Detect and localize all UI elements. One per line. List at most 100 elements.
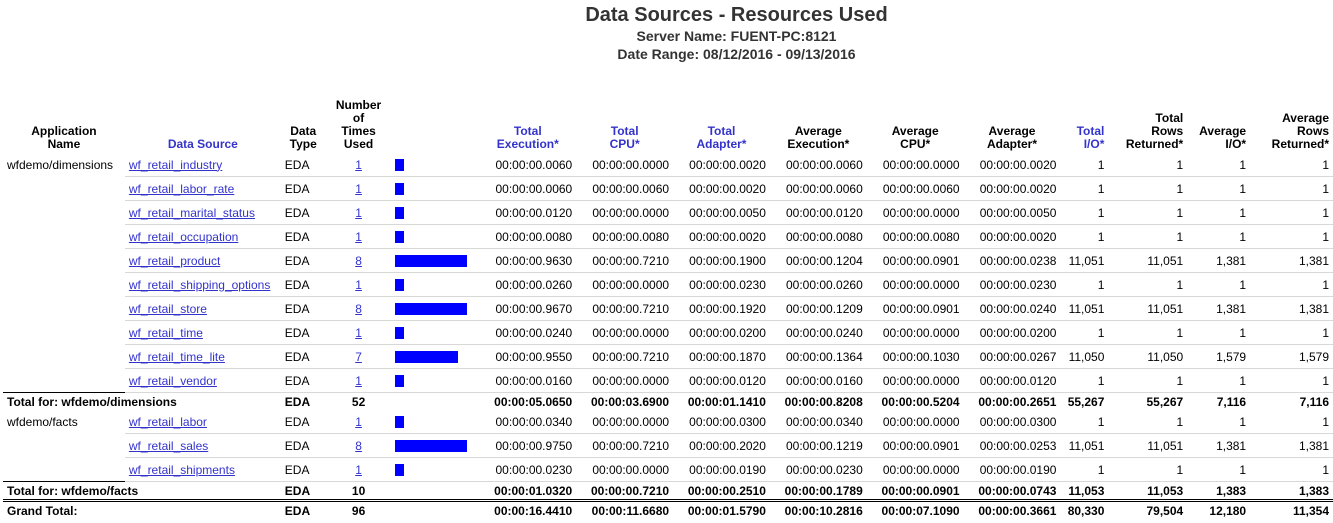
average-execution-grand-total: 00:00:10.2816 [769,499,867,519]
average-cpu: 00:00:00.0060 [866,176,964,201]
times-used-cell: 8 [325,296,392,321]
times-used-link[interactable]: 1 [355,414,362,429]
total-io: 1 [1060,176,1109,201]
times-used-link[interactable]: 1 [355,181,362,196]
application-name [3,321,125,345]
usage-bar [395,231,405,244]
col-total-cpu[interactable]: Total CPU* [609,124,640,151]
data-type: EDA [280,272,326,297]
data-source-link[interactable]: wf_retail_industry [128,157,223,172]
times-used-link[interactable]: 8 [355,438,362,453]
col-average-cpu: Average CPU* [891,124,939,151]
data-source-cell: wf_retail_shipping_options [124,272,281,297]
average-cpu: 00:00:00.0000 [866,320,964,345]
average-rows-returned: 1 [1250,320,1333,345]
total-rows-returned: 1 [1108,200,1188,225]
usage-bar-cell [391,224,480,249]
total-io-grand-total: 80,330 [1060,499,1109,519]
times-used-total: 52 [325,392,392,410]
average-execution: 00:00:00.1204 [769,248,867,273]
data-source-cell: wf_retail_occupation [124,224,281,249]
data-source-cell: wf_retail_labor_rate [124,176,281,201]
average-adapter: 00:00:00.0230 [963,272,1061,297]
application-name [3,273,125,297]
average-execution: 00:00:00.1364 [769,344,867,369]
average-rows-returned-total: 1,383 [1250,481,1333,501]
usage-bar [395,351,459,364]
average-execution: 00:00:00.1219 [769,433,867,458]
data-type: EDA [280,200,326,225]
data-source-link[interactable]: wf_retail_sales [128,438,209,453]
times-used-link[interactable]: 8 [355,301,362,316]
total-io: 11,051 [1060,433,1109,458]
data-source-link[interactable]: wf_retail_time_lite [128,349,225,364]
times-used-link[interactable]: 8 [355,253,362,268]
average-cpu-total: 00:00:00.0901 [866,481,964,501]
average-rows-returned: 1 [1250,153,1333,177]
col-total-adapter[interactable]: Total Adapter* [696,124,747,151]
total-execution: 00:00:00.9750 [479,433,577,458]
col-data-source[interactable]: Data Source [167,137,238,151]
times-used-link[interactable]: 1 [355,373,362,388]
average-rows-returned: 1 [1250,272,1333,297]
data-source-link[interactable]: wf_retail_time [128,325,203,340]
times-used-link[interactable]: 1 [355,277,362,292]
data-source-cell: wf_retail_labor [124,410,281,434]
times-used-link[interactable]: 7 [355,349,362,364]
times-used-link[interactable]: 1 [355,229,362,244]
average-cpu-total: 00:00:00.5204 [866,392,964,410]
total-io: 1 [1060,153,1109,177]
times-used-link[interactable]: 1 [355,205,362,220]
table-row: wf_retail_vendor EDA 1 00:00:00.0160 00:00:0… [3,368,1333,393]
col-total-execution[interactable]: Total Execution* [496,124,559,151]
total-cpu: 00:00:00.7210 [576,433,674,458]
report-title: Data Sources - Resources Used [585,4,888,26]
total-rows-returned: 1 [1108,272,1188,297]
times-used-link[interactable]: 1 [355,157,362,172]
average-io-total: 1,383 [1187,481,1251,501]
data-type: EDA [280,320,326,345]
col-total-io[interactable]: Total I/O* [1076,124,1105,151]
average-cpu: 00:00:00.0080 [866,224,964,249]
data-source-link[interactable]: wf_retail_labor_rate [128,181,235,196]
data-source-link[interactable]: wf_retail_labor [128,414,207,429]
application-name [3,249,125,273]
data-source-link[interactable]: wf_retail_vendor [128,373,217,388]
average-execution: 00:00:00.0120 [769,200,867,225]
times-used-link[interactable]: 1 [355,462,362,477]
average-io: 1 [1187,200,1251,225]
average-rows-returned: 1 [1250,224,1333,249]
total-io: 1 [1060,320,1109,345]
usage-bar [395,464,405,477]
total-execution: 00:00:00.9630 [479,248,577,273]
data-source-link[interactable]: wf_retail_marital_status [128,205,255,220]
table-body: wfdemo/dimensions wf_retail_industry EDA 1 0… [3,153,1333,519]
table-row: wf_retail_time_lite EDA 7 00:00:00.9550 00:0… [3,344,1333,369]
table-row: wfdemo/dimensions wf_retail_industry EDA 1 0… [3,153,1333,177]
total-cpu: 00:00:00.0000 [576,320,674,345]
data-source-link[interactable]: wf_retail_shipments [128,462,235,477]
application-name [3,297,125,321]
times-used-link[interactable]: 1 [355,325,362,340]
average-cpu: 00:00:00.0000 [866,272,964,297]
data-source-link[interactable]: wf_retail_store [128,301,207,316]
data-type: EDA [280,392,326,410]
usage-bar-cell [391,272,480,297]
col-times-used: Number of Times Used [335,98,382,151]
average-cpu: 00:00:00.0000 [866,410,964,434]
usage-bar-cell [391,153,480,177]
total-cpu: 00:00:00.0000 [576,200,674,225]
total-adapter-total: 00:00:00.2510 [673,481,770,501]
data-source-link[interactable]: wf_retail_product [128,253,221,268]
data-source-link[interactable]: wf_retail_shipping_options [128,277,271,292]
average-execution: 00:00:00.0340 [769,410,867,434]
total-adapter: 00:00:00.1920 [673,296,770,321]
average-adapter: 00:00:00.0120 [963,368,1061,393]
times-used-cell: 1 [325,457,392,482]
average-cpu: 00:00:00.0000 [866,200,964,225]
col-app-name: Application Name [31,124,97,151]
average-adapter: 00:00:00.0020 [963,153,1061,177]
col-total-rows: Total Rows Returned* [1125,111,1184,151]
data-type: EDA [280,410,326,434]
data-source-link[interactable]: wf_retail_occupation [128,229,239,244]
